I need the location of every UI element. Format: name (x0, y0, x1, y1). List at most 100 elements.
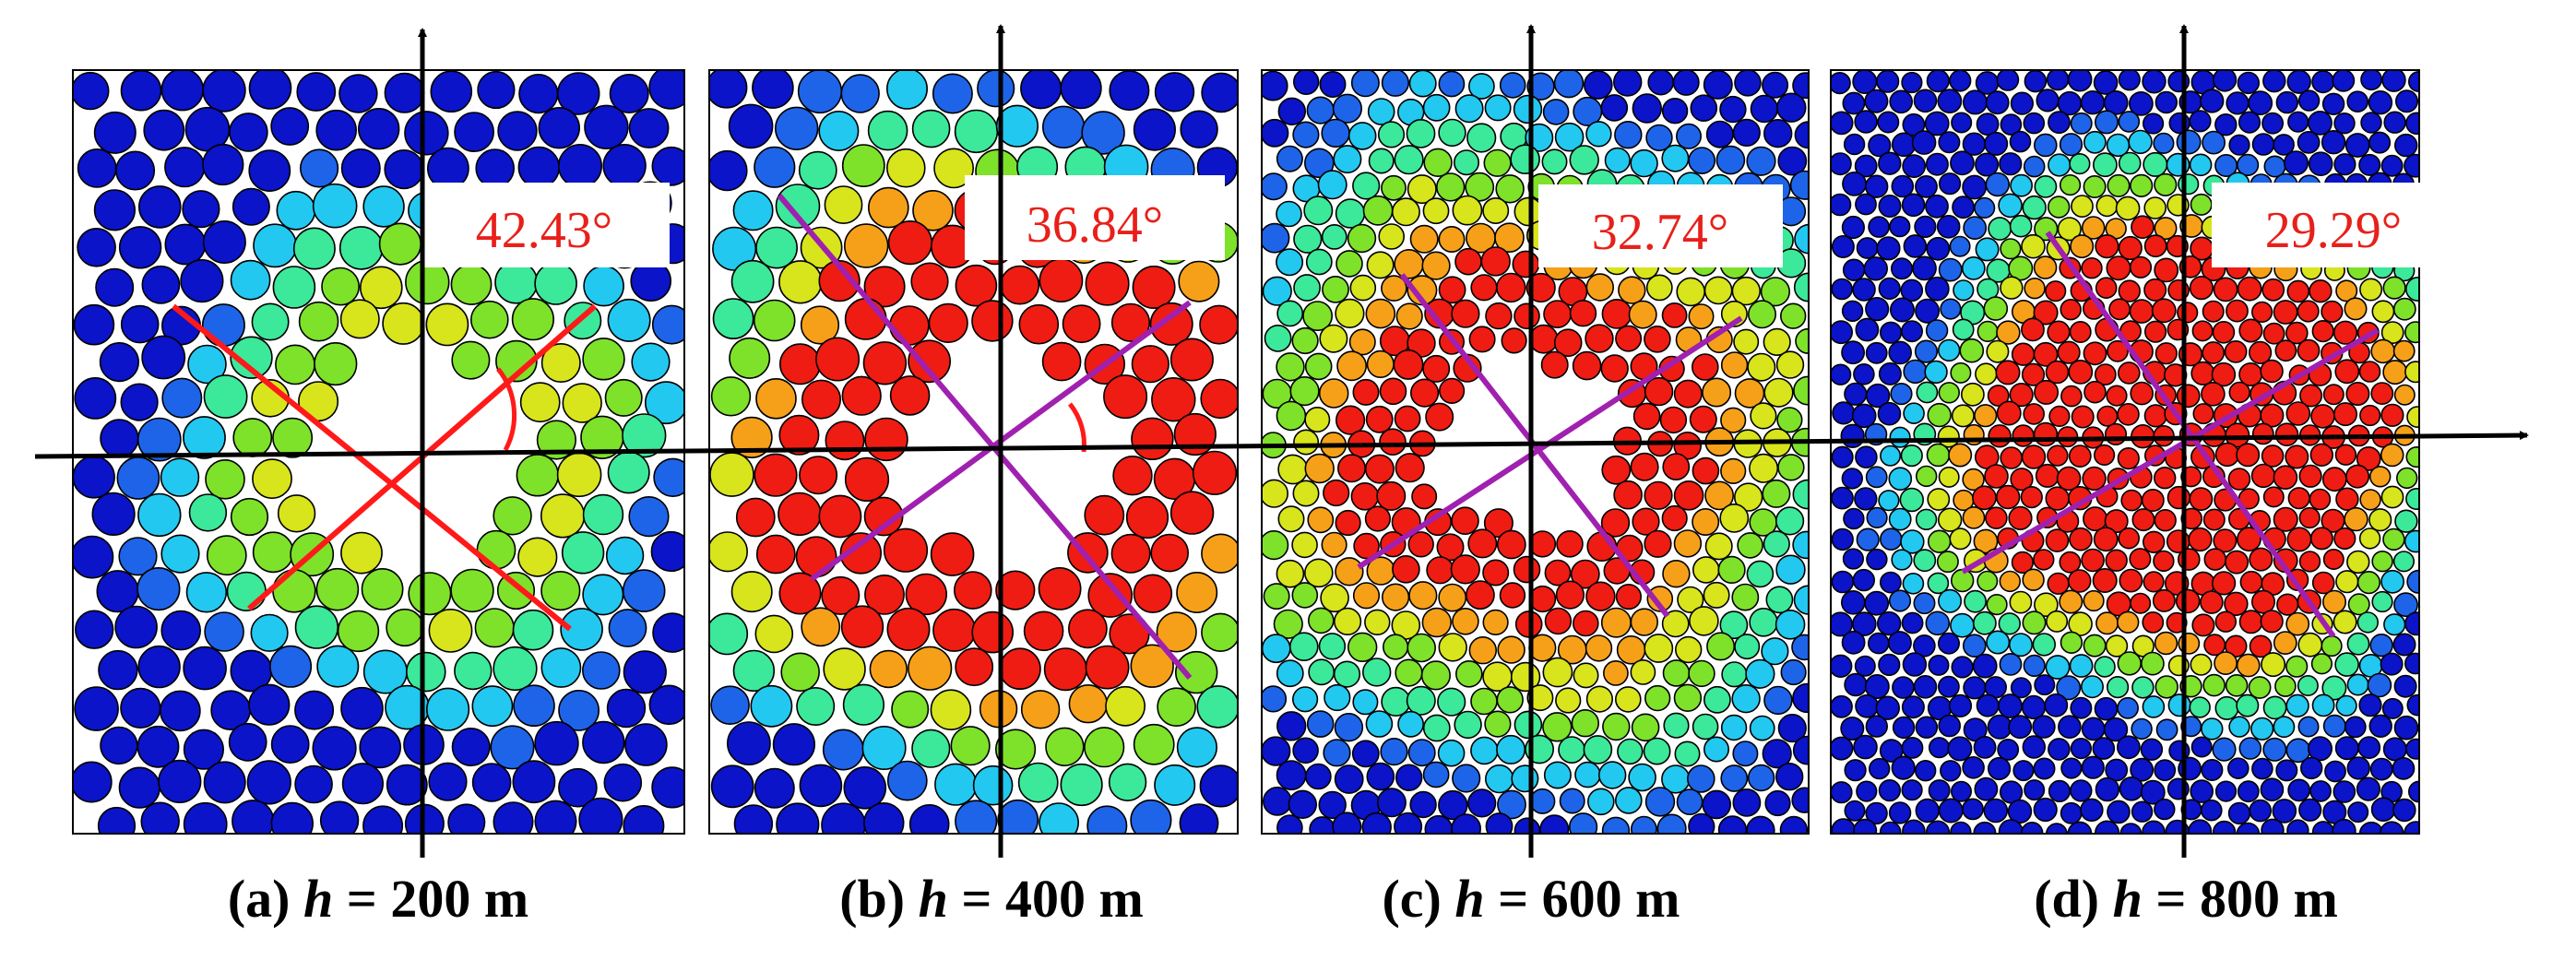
particle (337, 610, 380, 653)
particle (519, 382, 561, 423)
particle (2346, 673, 2369, 696)
particle (2154, 217, 2178, 241)
particle (708, 531, 748, 573)
particle (1261, 118, 1289, 148)
particle (2297, 716, 2320, 738)
particle (2286, 69, 2311, 94)
particle (1747, 300, 1776, 329)
particle (2008, 715, 2033, 740)
particle (1879, 821, 1902, 835)
particle (2069, 527, 2093, 551)
particle (606, 688, 647, 729)
particle (2023, 112, 2046, 135)
particle (2404, 611, 2420, 636)
particle (2143, 571, 2165, 593)
particle (2368, 466, 2392, 488)
particle (1926, 69, 1950, 93)
particle (2311, 693, 2335, 717)
particle (1661, 98, 1689, 124)
particle (1000, 265, 1040, 305)
particle (1948, 443, 1973, 468)
particle (1381, 275, 1407, 302)
particle (1085, 645, 1130, 690)
particle (1840, 589, 1866, 615)
particle (1915, 298, 1941, 324)
particle (2166, 611, 2188, 634)
particle (1420, 660, 1451, 691)
particle (2298, 798, 2322, 822)
particle (1068, 683, 1108, 724)
particle (844, 456, 890, 503)
particle (1900, 279, 1924, 302)
particle (2346, 90, 2369, 113)
particle (1108, 763, 1147, 801)
particle (1540, 350, 1569, 379)
particle (1543, 300, 1573, 329)
particle (1878, 151, 1902, 175)
particle (2130, 381, 2155, 406)
particle (1510, 144, 1540, 174)
particle (1333, 607, 1362, 636)
particle (2370, 382, 2394, 406)
particle (2213, 69, 2238, 92)
particle (1543, 761, 1572, 789)
particle (2103, 717, 2129, 742)
particle (1494, 222, 1525, 253)
particle (204, 611, 244, 652)
particle (2023, 403, 2045, 425)
particle (1600, 354, 1629, 383)
particle (798, 150, 837, 190)
particle (1831, 486, 1854, 510)
particle (2175, 588, 2201, 614)
particle (2321, 300, 2344, 323)
particle (1951, 656, 1974, 679)
particle (2214, 442, 2240, 468)
particle (628, 108, 670, 148)
particle (1409, 224, 1439, 254)
particle (1780, 658, 1807, 686)
particle (2251, 757, 2273, 780)
particle (1450, 554, 1480, 585)
particle (2309, 488, 2332, 511)
particle (1673, 480, 1704, 511)
particle (1176, 571, 1218, 613)
particle (905, 573, 948, 616)
particle (2034, 379, 2060, 405)
particle (2191, 320, 2214, 342)
particle (1673, 683, 1703, 712)
particle (2057, 217, 2082, 242)
particle (2360, 112, 2382, 134)
particle (2333, 610, 2357, 634)
particle (624, 723, 668, 766)
particle (1998, 693, 2023, 718)
particle (91, 492, 136, 537)
particle (2058, 715, 2082, 740)
particle (2140, 779, 2166, 805)
particle (1451, 506, 1479, 536)
particle (1960, 382, 1985, 407)
particle (160, 610, 201, 651)
particle (1438, 583, 1467, 612)
particle (497, 111, 538, 151)
particle (2190, 361, 2215, 386)
particle (250, 613, 289, 652)
particle (1963, 717, 1988, 742)
particle (1332, 93, 1362, 124)
particle (1601, 298, 1632, 329)
particle (1851, 611, 1877, 636)
particle (2176, 129, 2202, 155)
particle (2392, 633, 2416, 657)
particle (1963, 216, 1988, 241)
particle (1276, 659, 1304, 688)
particle (1853, 734, 1878, 760)
particle (2033, 757, 2056, 780)
particle (1999, 570, 2022, 593)
particle (1662, 453, 1691, 481)
particle (1600, 94, 1629, 122)
particle (1365, 405, 1394, 433)
particle (316, 645, 360, 688)
particle (1614, 120, 1643, 149)
particle (891, 690, 930, 729)
particle (1964, 589, 1988, 613)
particle (1688, 303, 1715, 330)
